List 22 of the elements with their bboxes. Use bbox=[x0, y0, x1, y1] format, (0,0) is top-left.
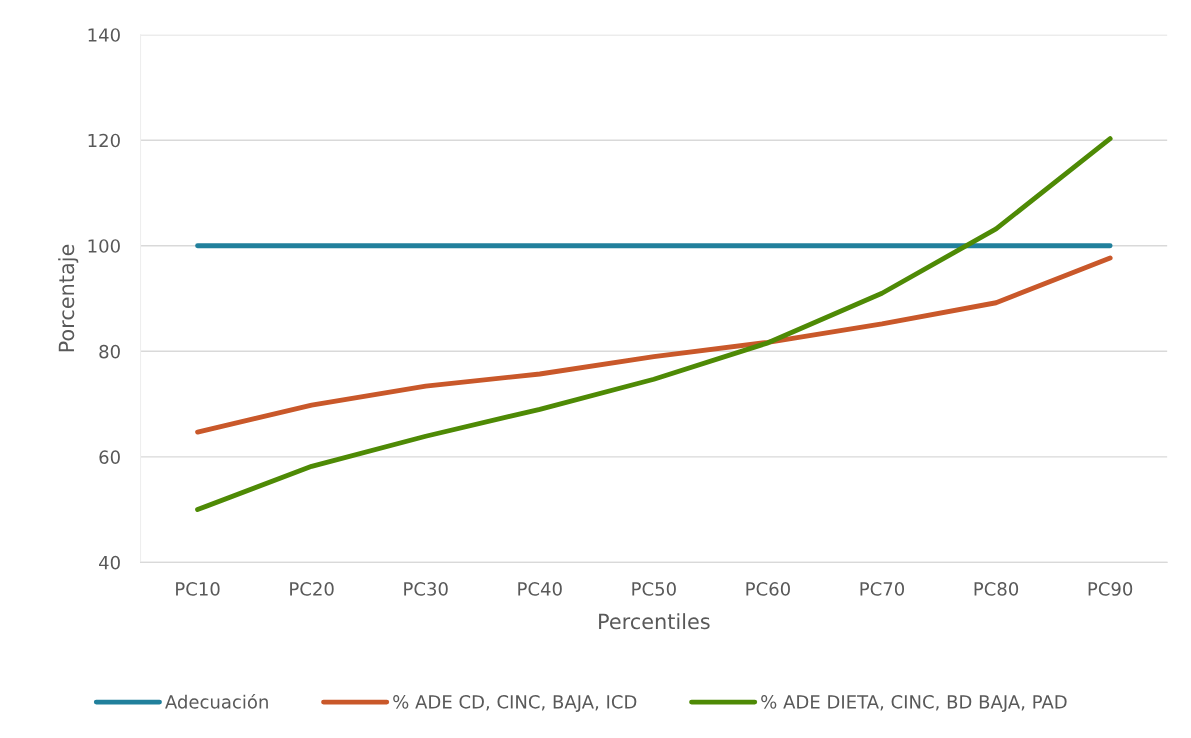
x-tick-label: PC30 bbox=[404, 582, 448, 596]
x-tick-label: PC50 bbox=[632, 582, 676, 596]
x-tick-label: PC90 bbox=[1088, 582, 1133, 596]
y-tick-label: 100 bbox=[88, 239, 120, 253]
y-tick-label: 140 bbox=[88, 28, 120, 42]
line-series bbox=[195, 255, 1113, 435]
legend-label: Adecuación bbox=[165, 693, 268, 709]
x-tick-label: PC80 bbox=[974, 582, 1019, 596]
legend-label: % ADE DIETA, CINC, BD BAJA, PAD bbox=[761, 695, 1067, 713]
x-tick-label: PC70 bbox=[860, 582, 905, 596]
x-tick-label: PC10 bbox=[176, 582, 220, 596]
x-tick-label: PC20 bbox=[290, 582, 334, 596]
y-tick-label: 60 bbox=[99, 450, 120, 464]
y-tick-label: 120 bbox=[88, 133, 120, 148]
y-tick-label: 40 bbox=[99, 555, 120, 570]
x-tick-label: PC40 bbox=[518, 582, 562, 596]
y-tick-label: 80 bbox=[99, 344, 120, 359]
y-axis-title: Porcentaje bbox=[58, 244, 79, 352]
legend-label: % ADE CD, CINC, BAJA, ICD bbox=[393, 695, 637, 713]
x-axis-title: Percentiles bbox=[599, 613, 710, 630]
line-series bbox=[195, 136, 1113, 513]
x-tick-label: PC60 bbox=[746, 582, 790, 596]
